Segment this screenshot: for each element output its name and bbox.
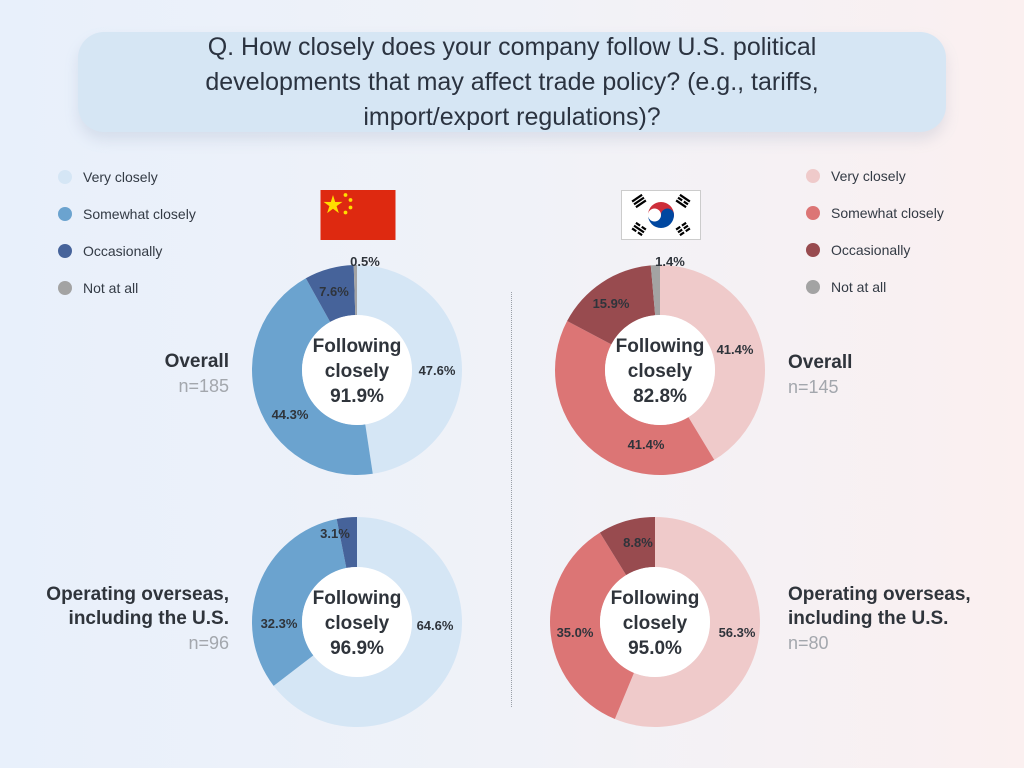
donut-center-label: closely [325,613,390,634]
donut-slice-label: 47.6% [419,363,456,378]
legend-china: Very closely Somewhat closely Occasional… [58,158,196,306]
legend-label: Somewhat closely [831,204,944,221]
donut-hole [302,315,412,425]
legend-item-occasionally: Occasionally [806,231,944,268]
china-flag-icon [320,190,396,240]
china-overall-label: Overall n=185 [165,350,229,398]
donut-slice [614,517,760,727]
donut-hole [605,315,715,425]
legend-swatch [58,169,72,184]
donut-slice [353,265,357,316]
donut-center-label: 82.8% [633,386,687,407]
legend-swatch [806,168,820,183]
donut-slice-label: 44.3% [272,407,309,422]
donut-center-label: closely [325,361,390,382]
china-overseas-label: Operating overseas, including the U.S. n… [46,583,229,655]
donut-slice-label: 3.1% [320,526,350,541]
donut-slice [660,265,766,460]
group-title: Operating overseas, [46,584,229,605]
donut-slice [273,517,462,728]
donut-slice [650,265,660,316]
donut-slice-label: 32.3% [261,616,298,631]
group-title: Overall [788,352,853,373]
donut-slice [251,518,347,686]
donut-center-label: Following [313,336,402,357]
legend-item-somewhat-closely: Somewhat closely [806,194,944,231]
south-korea-flag-icon [621,190,701,240]
donut-slice [555,321,715,475]
donut-center-label: Following [313,588,402,609]
group-title: Operating overseas, [788,584,971,605]
donut-slice [357,265,463,474]
legend-korea: Very closely Somewhat closely Occasional… [806,157,944,305]
donut-center-label: closely [628,361,693,382]
legend-swatch [58,243,72,258]
legend-item-not-at-all: Not at all [58,269,196,306]
donut-slice [599,517,655,576]
legend-swatch [806,279,820,294]
donut-center-label: 96.9% [330,638,384,659]
legend-item-very-closely: Very closely [58,158,196,195]
group-title: Overall [164,351,229,372]
question-banner: Q. How closely does your company follow … [78,32,946,132]
legend-item-very-closely: Very closely [806,157,944,194]
donut-slice-label: 0.5% [350,254,380,269]
donut-slice [567,265,656,345]
group-n: n=185 [178,376,229,396]
legend-swatch [58,206,72,221]
legend-item-occasionally: Occasionally [58,232,196,269]
legend-swatch [58,280,72,295]
donut-hole [302,567,412,677]
group-title: including the U.S. [68,608,229,629]
korea-overseas-label: Operating overseas, including the U.S. n… [788,583,971,655]
donut-center-label: 95.0% [628,638,682,659]
donut-center-label: Following [616,336,705,357]
donut-slice [550,532,634,720]
korea-overall-label: Overall n=145 [788,351,852,399]
donut-slice-label: 41.4% [628,437,665,452]
donut-center-label: 91.9% [330,386,384,407]
legend-swatch [806,205,820,220]
legend-label: Not at all [831,278,887,295]
legend-swatch [806,242,820,257]
group-title: including the U.S. [788,608,949,629]
legend-label: Somewhat closely [83,205,196,222]
donut-center-label: closely [623,613,688,634]
donut-slice-label: 56.3% [719,625,756,640]
legend-label: Occasionally [831,241,911,258]
donut-slice [305,265,356,322]
donut-slice [336,517,357,569]
donut-slice-label: 35.0% [557,625,594,640]
donut-slice-label: 41.4% [717,342,754,357]
country-divider [511,292,512,707]
donut-center-label: Following [611,588,700,609]
group-n: n=145 [788,377,839,397]
legend-label: Very closely [83,168,158,185]
legend-label: Occasionally [83,242,163,259]
group-n: n=80 [788,633,829,653]
legend-label: Very closely [831,167,906,184]
legend-label: Not at all [83,279,139,296]
donut-slice-label: 8.8% [623,535,653,550]
donut-slice [251,278,373,476]
legend-item-somewhat-closely: Somewhat closely [58,195,196,232]
donut-slice-label: 7.6% [319,284,349,299]
group-n: n=96 [188,633,229,653]
donut-hole [600,567,710,677]
donut-slice-label: 64.6% [417,618,454,633]
legend-item-not-at-all: Not at all [806,268,944,305]
donut-slice-label: 1.4% [655,254,685,269]
question-text: Q. How closely does your company follow … [205,32,819,131]
donut-slice-label: 15.9% [593,296,630,311]
